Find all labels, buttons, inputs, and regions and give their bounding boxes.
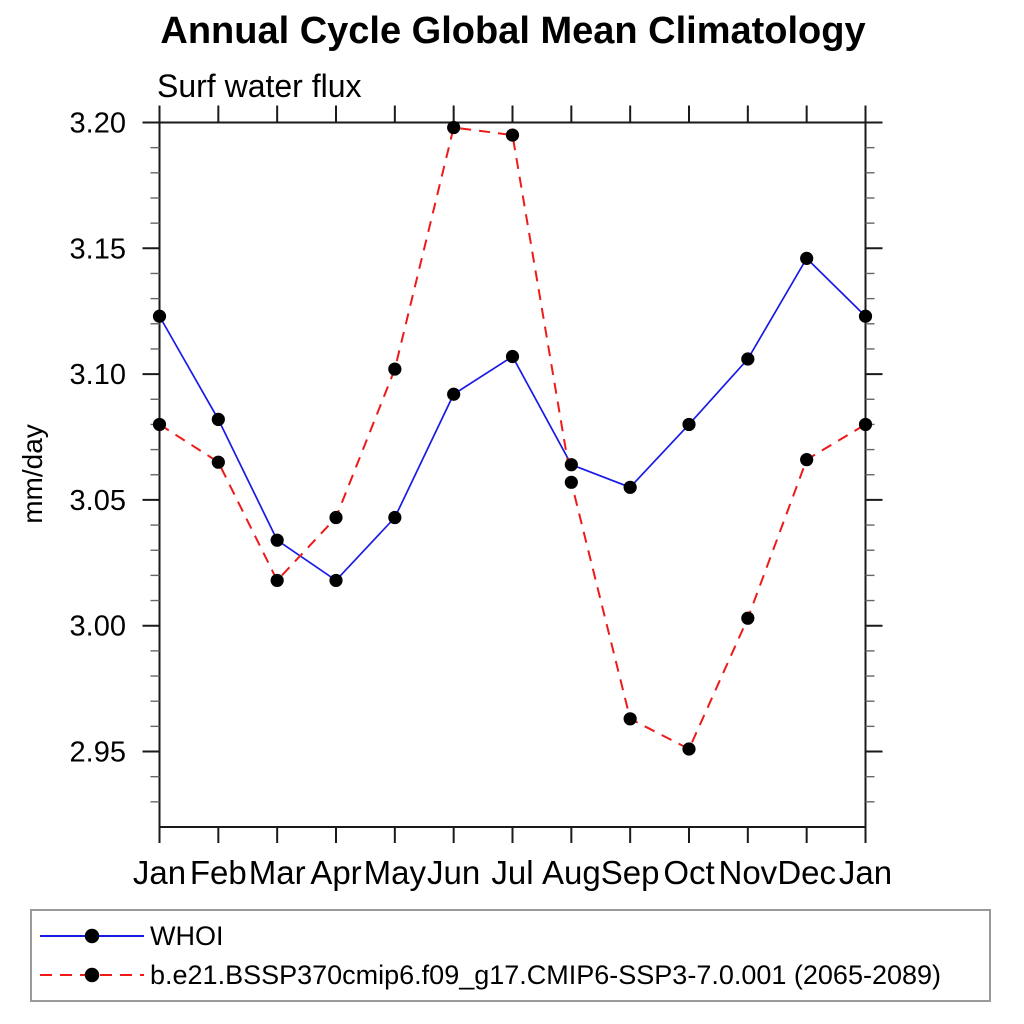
y-tick-label: 3.15 [70,233,126,265]
data-point-marker-s1 [211,455,225,469]
x-tick-label: Sep [601,854,660,891]
data-point-marker-s1 [623,712,637,726]
data-point-marker-s1 [329,510,343,525]
legend-line-sample-dashed [40,967,144,983]
data-point-marker-s1 [388,362,402,376]
data-point-marker-s0 [623,480,637,494]
x-tick-label: Jul [491,854,533,891]
data-point-marker-s0 [800,251,814,265]
x-tick-label: Jun [427,854,480,891]
legend-marker-dot [84,967,100,983]
data-point-marker-s1 [564,475,578,489]
legend-box: WHOI b.e21.BSSP370cmip6.f09_g17.CMIP6-SS… [30,909,991,1002]
legend-row-model: b.e21.BSSP370cmip6.f09_g17.CMIP6-SSP3-7.… [39,956,989,995]
data-point-marker-s0 [270,533,284,547]
data-point-marker-s1 [682,742,696,756]
data-point-marker-s0 [152,309,167,323]
legend-label-model: b.e21.BSSP370cmip6.f09_g17.CMIP6-SSP3-7.… [150,959,942,990]
data-point-marker-s0 [505,349,520,364]
data-point-marker-s1 [741,611,755,625]
data-point-marker-s0 [211,412,225,426]
y-tick-label: 2.95 [70,737,126,769]
legend-row-whoi: WHOI [39,917,989,956]
data-point-marker-s1 [447,120,461,135]
y-tick-label: 3.00 [70,611,126,643]
x-tick-label: Dec [777,854,836,891]
x-tick-label: Oct [663,854,714,891]
chart-title: Annual Cycle Global Mean Climatology [160,10,866,52]
legend-marker-dot [84,928,100,944]
y-tick-label: 3.05 [70,485,126,517]
y-tick-label: 3.10 [70,359,126,391]
series-line-0 [158,256,867,582]
data-point-marker-s0 [329,573,343,588]
y-tick-label: 3.20 [70,108,126,140]
x-tick-label: Nov [718,854,777,891]
data-point-marker-s1 [152,417,167,432]
x-tick-label: Feb [190,854,247,891]
data-point-marker-s0 [741,352,755,366]
data-point-marker-s1 [505,128,520,142]
data-point-marker-s0 [447,387,461,401]
legend-line-sample-solid [40,928,144,944]
series-line-1 [158,126,867,751]
data-point-marker-s0 [388,510,402,525]
data-point-marker-s1 [858,417,873,432]
legend-label-whoi: WHOI [150,920,224,951]
data-point-marker-s1 [800,453,814,467]
data-point-marker-s0 [858,309,873,323]
x-tick-label: Jan [839,854,892,891]
x-tick-label: Mar [249,854,306,891]
data-point-marker-s0 [564,458,578,472]
data-point-marker-s1 [270,573,284,588]
x-tick-label: Jan [133,854,186,891]
plot-box [158,121,867,828]
chart-subtitle: Surf water flux [157,68,362,104]
x-tick-label: Aug [542,854,601,891]
data-point-marker-s0 [682,417,696,432]
x-tick-label: May [364,854,427,891]
x-tick-label: Apr [310,854,361,891]
